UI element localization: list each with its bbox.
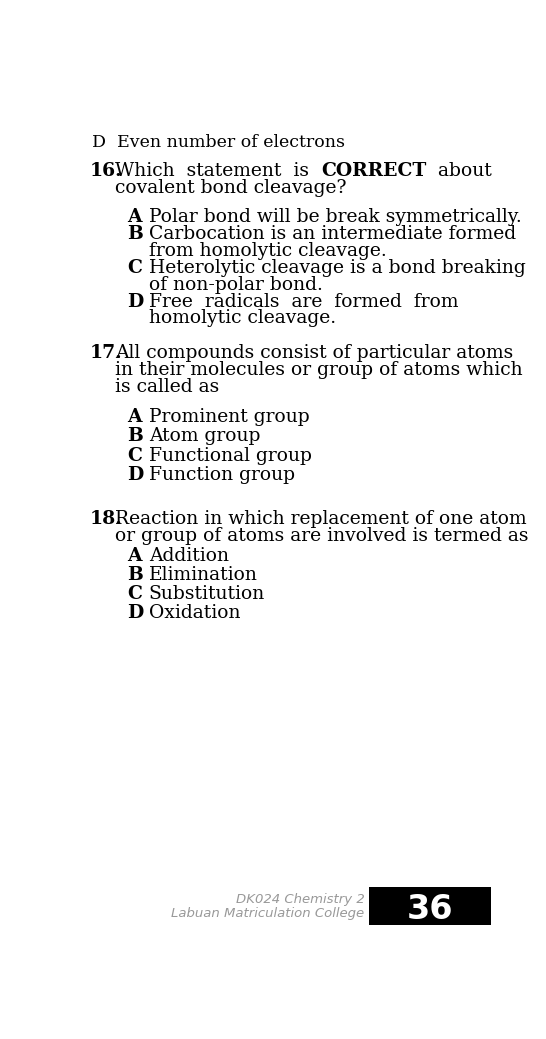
Text: B: B xyxy=(127,566,143,584)
Text: Reaction in which replacement of one atom: Reaction in which replacement of one ato… xyxy=(115,510,526,528)
Text: DK024 Chemistry 2: DK024 Chemistry 2 xyxy=(235,894,364,906)
Text: Functional group: Functional group xyxy=(149,447,312,464)
Text: covalent bond cleavage?: covalent bond cleavage? xyxy=(115,179,346,196)
Text: 18.: 18. xyxy=(90,510,123,528)
Text: C: C xyxy=(127,259,142,276)
Text: B: B xyxy=(127,427,143,446)
Text: Oxidation: Oxidation xyxy=(149,605,240,622)
Text: from homolytic cleavage.: from homolytic cleavage. xyxy=(149,242,387,260)
Text: 36: 36 xyxy=(407,894,453,926)
Bar xyxy=(369,887,491,925)
Text: Addition: Addition xyxy=(149,547,229,564)
Text: of non-polar bond.: of non-polar bond. xyxy=(149,275,323,294)
Text: A: A xyxy=(127,408,141,426)
Text: B: B xyxy=(127,224,143,243)
Text: Polar bond will be break symmetrically.: Polar bond will be break symmetrically. xyxy=(149,208,521,225)
Text: Prominent group: Prominent group xyxy=(149,408,310,426)
Text: D: D xyxy=(127,605,144,622)
Text: D: D xyxy=(127,293,144,311)
Text: CORRECT: CORRECT xyxy=(321,162,426,180)
Text: Free  radicals  are  formed  from: Free radicals are formed from xyxy=(149,293,458,311)
Text: D: D xyxy=(127,465,144,484)
Text: Elimination: Elimination xyxy=(149,566,258,584)
Text: about: about xyxy=(426,162,492,180)
Text: Heterolytic cleavage is a bond breaking: Heterolytic cleavage is a bond breaking xyxy=(149,259,526,276)
Text: A: A xyxy=(127,547,141,564)
Text: Substitution: Substitution xyxy=(149,585,265,604)
Text: All compounds consist of particular atoms: All compounds consist of particular atom… xyxy=(115,344,513,363)
Text: C: C xyxy=(127,447,142,464)
Text: or group of atoms are involved is termed as: or group of atoms are involved is termed… xyxy=(115,527,528,544)
Text: Which  statement  is: Which statement is xyxy=(115,162,321,180)
Text: homolytic cleavage.: homolytic cleavage. xyxy=(149,310,336,327)
Text: 16.: 16. xyxy=(90,162,122,180)
Text: A: A xyxy=(127,208,141,225)
Text: C: C xyxy=(127,585,142,604)
Text: in their molecules or group of atoms which: in their molecules or group of atoms whi… xyxy=(115,362,523,379)
Text: Carbocation is an intermediate formed: Carbocation is an intermediate formed xyxy=(149,224,516,243)
Text: 17.: 17. xyxy=(90,344,122,363)
Text: Atom group: Atom group xyxy=(149,427,260,446)
Text: Function group: Function group xyxy=(149,465,295,484)
Text: is called as: is called as xyxy=(115,378,219,396)
Text: Labuan Matriculation College: Labuan Matriculation College xyxy=(171,907,364,920)
Text: D  Even number of electrons: D Even number of electrons xyxy=(92,134,345,151)
